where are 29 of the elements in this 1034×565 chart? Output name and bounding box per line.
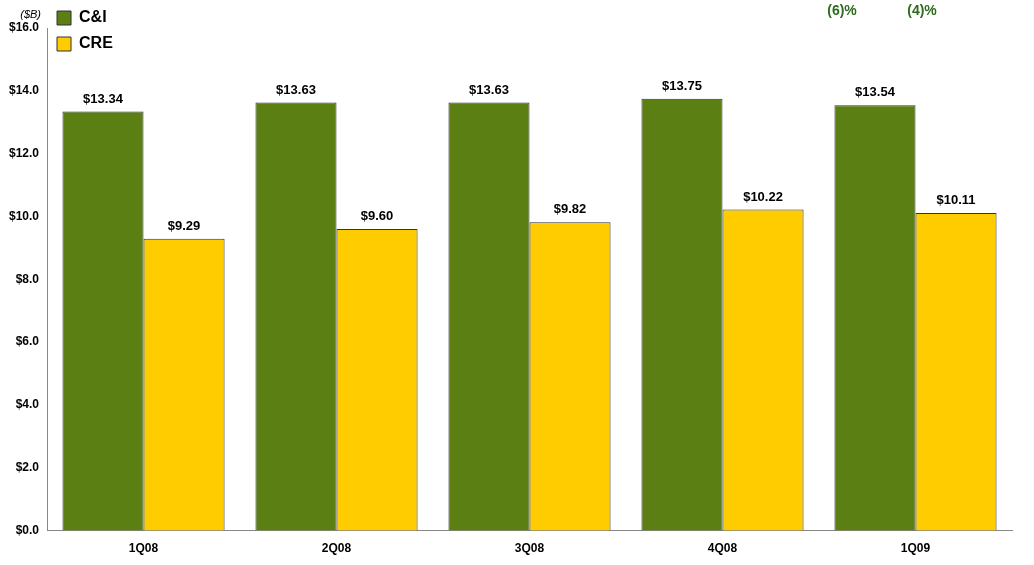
data-label: $13.75 [662,77,702,93]
text: (4)% [907,1,938,18]
y-tick-label: $6.0 [15,334,40,349]
y-tick-label: $4.0 [15,397,40,412]
y-tick-label: $0.0 [15,522,40,537]
data-label: $13.54 [855,84,896,100]
data-label: $9.82 [553,201,587,217]
y-tick-label: $10.0 [9,208,40,223]
data-label: $9.60 [360,208,394,224]
x-tick-label: 3Q08 [514,541,545,556]
data-label: $10.11 [936,192,976,208]
data-label: $10.22 [743,188,783,204]
y-tick-label: $14.0 [9,83,40,98]
y-tick-label: $12.0 [9,145,40,160]
y-tick-label: $16.0 [9,20,40,35]
x-tick-label: 1Q08 [128,541,159,556]
legend-label: CRE [79,34,114,52]
y-axis-title: ($B) [20,7,42,20]
data-label: $13.34 [83,90,124,106]
x-tick-label: 2Q08 [321,541,352,556]
data-label: $9.29 [167,217,201,233]
x-tick-label: 4Q08 [707,541,738,556]
data-label: $13.63 [469,81,509,97]
legend-label: C&I [79,8,107,26]
data-label: $13.63 [276,81,316,97]
x-tick-label: 1Q09 [900,541,931,556]
y-tick-label: $2.0 [15,460,40,475]
y-tick-label: $8.0 [15,271,40,286]
text: (6)% [827,1,858,18]
